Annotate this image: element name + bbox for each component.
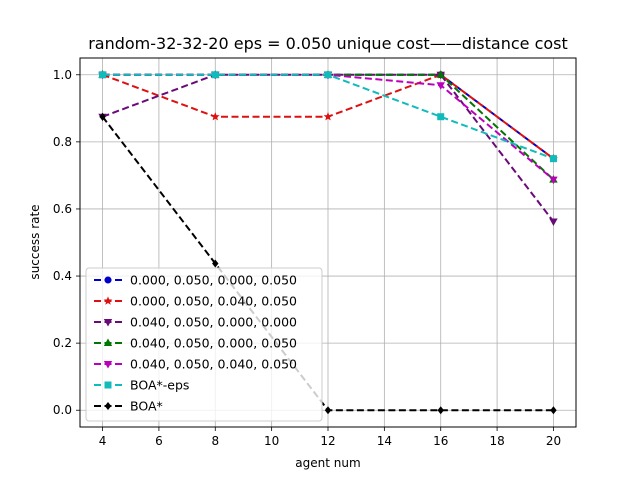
x-tick-label: 12 [320, 434, 335, 448]
data-point [549, 155, 557, 163]
legend-entry: 0.000, 0.050, 0.000, 0.050 [94, 273, 297, 288]
x-tick-label: 8 [211, 434, 219, 448]
x-tick-label: 18 [489, 434, 504, 448]
legend-marker [103, 319, 113, 327]
x-tick-label: 16 [433, 434, 448, 448]
x-axis-label: agent num [295, 456, 360, 470]
data-point [212, 259, 219, 268]
legend-label: 0.000, 0.050, 0.040, 0.050 [130, 294, 297, 309]
data-point [436, 70, 445, 78]
data-point [549, 218, 558, 227]
y-tick-label: 0.0 [53, 403, 72, 417]
x-tick-label: 10 [264, 434, 279, 448]
legend-marker [104, 276, 112, 284]
y-tick-label: 0.2 [53, 336, 72, 350]
data-point [323, 112, 333, 121]
legend-box [85, 267, 323, 422]
data-point [550, 406, 557, 415]
legend-entry: BOA* [94, 399, 163, 414]
y-tick-label: 1.0 [53, 68, 72, 82]
x-tick-label: 14 [377, 434, 392, 448]
legend-label: 0.040, 0.050, 0.040, 0.050 [130, 357, 297, 372]
chart-title: random-32-32-20 eps = 0.050 unique cost—… [88, 34, 568, 53]
data-point [211, 71, 219, 79]
y-tick-label: 0.8 [53, 135, 72, 149]
series-7 [99, 112, 557, 415]
x-tick-label: 4 [99, 434, 107, 448]
data-point [436, 82, 445, 90]
legend-label: 0.040, 0.050, 0.000, 0.000 [130, 315, 297, 330]
x-tick-label: 20 [546, 434, 561, 448]
legend-marker [103, 361, 113, 369]
legend-entry: 0.040, 0.050, 0.000, 0.050 [94, 336, 297, 351]
data-point [210, 112, 220, 121]
legend-entry: 0.040, 0.050, 0.000, 0.000 [94, 315, 297, 330]
data-point [99, 71, 107, 79]
legend-marker [103, 296, 113, 305]
y-axis-label: success rate [28, 204, 42, 279]
legend-entry: 0.000, 0.050, 0.040, 0.050 [94, 294, 297, 309]
y-tick-label: 0.4 [53, 269, 72, 283]
series-6 [99, 71, 557, 163]
data-point [549, 176, 558, 185]
data-point [324, 406, 332, 415]
data-point [437, 113, 445, 121]
data-point [324, 71, 332, 79]
legend-label: BOA* [130, 399, 163, 414]
y-tick-label: 0.6 [53, 202, 72, 216]
legend-label: BOA*-eps [130, 378, 189, 393]
legend: 0.000, 0.050, 0.000, 0.050 0.000, 0.050, … [85, 267, 323, 422]
legend-marker [103, 338, 113, 346]
x-tick-label: 6 [155, 434, 163, 448]
legend-entry: 0.040, 0.050, 0.040, 0.050 [94, 357, 297, 372]
legend-marker [104, 402, 112, 410]
data-point [99, 112, 106, 121]
legend-label: 0.040, 0.050, 0.000, 0.050 [130, 336, 297, 351]
legend-label: 0.000, 0.050, 0.000, 0.050 [130, 273, 297, 288]
legend-marker [104, 381, 112, 389]
data-point [437, 406, 444, 415]
tick-layer: 4 6 8 10 12 14 16 18 20 0.0 0.2 0.4 0.6 0.8 1.0 [53, 68, 561, 448]
legend-entry: BOA*-eps [94, 378, 189, 393]
series-layer [98, 70, 558, 415]
